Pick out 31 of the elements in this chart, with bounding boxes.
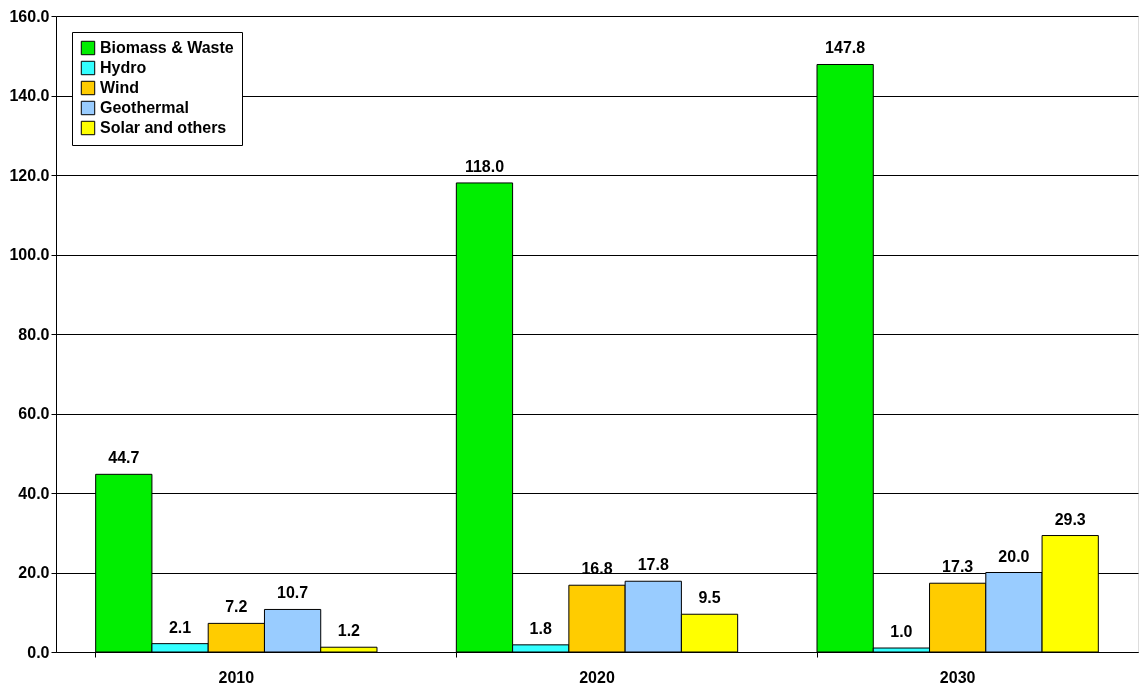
data-label: 17.3 [942, 558, 974, 576]
legend-label: Biomass & Waste [100, 39, 234, 56]
data-label: 9.5 [698, 589, 721, 607]
x-tick-label: 2030 [939, 668, 976, 686]
y-tick-label: 0.0 [27, 643, 50, 661]
y-tick-label: 160.0 [9, 7, 50, 25]
data-label: 20.0 [998, 547, 1030, 565]
data-label: 1.2 [337, 622, 361, 640]
data-label: 10.7 [277, 584, 309, 602]
y-tick-label: 140.0 [9, 87, 50, 104]
data-label: 7.2 [225, 598, 248, 616]
y-tick-label: 40.0 [18, 484, 50, 502]
data-label: 147.8 [825, 39, 866, 57]
data-label: 29.3 [1054, 510, 1086, 528]
data-label: 17.8 [637, 556, 669, 574]
legend-label: Geothermal [100, 99, 189, 116]
legend-label: Wind [100, 79, 139, 96]
legend-label: Solar and others [100, 119, 227, 136]
data-label: 1.8 [529, 619, 552, 637]
data-label: 2.1 [168, 618, 192, 636]
x-tick-label: 2020 [579, 668, 615, 686]
data-label: 1.0 [890, 623, 913, 641]
legend-label: Hydro [100, 59, 147, 76]
y-tick-label: 120.0 [9, 166, 50, 184]
y-tick-label: 60.0 [18, 405, 50, 422]
data-label: 118.0 [464, 157, 505, 175]
data-label: 44.7 [108, 449, 140, 467]
y-tick-label: 100.0 [9, 246, 50, 263]
x-tick-label: 2010 [218, 668, 255, 686]
y-tick-label: 20.0 [18, 564, 50, 581]
y-tick-label: 80.0 [18, 325, 50, 343]
